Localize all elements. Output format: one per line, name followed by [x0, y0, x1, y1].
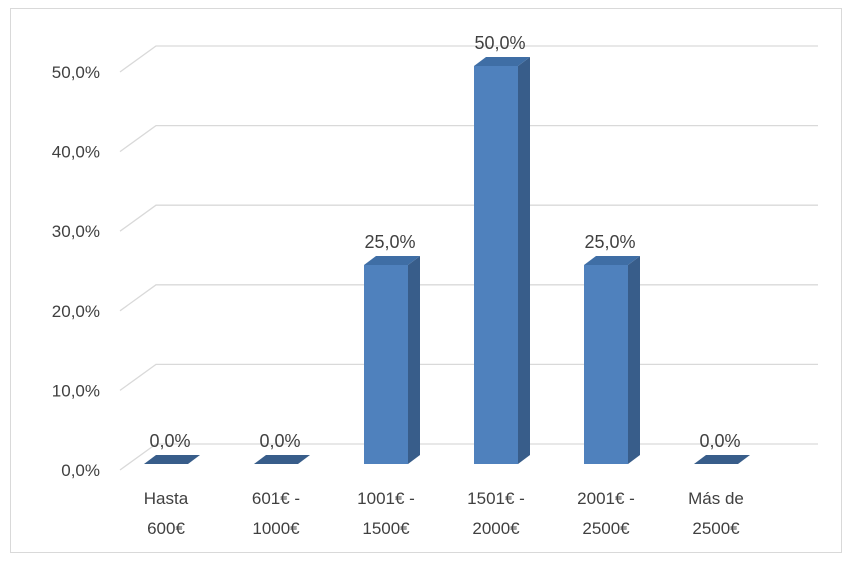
data-label: 0,0% [699, 431, 740, 451]
gridline [119, 363, 818, 391]
x-category-label: 2500€ [582, 519, 630, 538]
y-tick-label: 30,0% [52, 222, 100, 241]
gridline [119, 124, 818, 153]
bar-top [144, 455, 200, 464]
data-label: 0,0% [259, 431, 300, 451]
data-label: 0,0% [149, 431, 190, 451]
x-category-label: 600€ [147, 519, 185, 538]
y-tick-label: 20,0% [52, 302, 100, 321]
bar-side [518, 57, 530, 464]
data-label: 25,0% [364, 232, 415, 252]
x-axis-categories: Hasta 600€ 601€ - 1000€ 1001€ - 1500€ 1501€ - 2… [144, 489, 744, 538]
x-category-label: 1001€ - [357, 489, 415, 508]
gridline [119, 45, 818, 73]
bars [144, 57, 750, 464]
x-category-label: 2500€ [692, 519, 740, 538]
bar-front [364, 265, 408, 464]
bar [364, 256, 420, 464]
x-category-label: Hasta [144, 489, 189, 508]
bar-side [408, 256, 420, 464]
bar-top [474, 57, 530, 66]
x-category-label: 2000€ [472, 519, 520, 538]
bar-front [584, 265, 628, 464]
bar [474, 57, 530, 464]
y-tick-label: 0,0% [61, 461, 100, 480]
bar-top [694, 455, 750, 464]
x-category-label: 1000€ [252, 519, 300, 538]
bar [144, 455, 200, 464]
bar-side [628, 256, 640, 464]
y-tick-label: 40,0% [52, 143, 100, 162]
bar-top [364, 256, 420, 265]
x-category-label: 2001€ - [577, 489, 635, 508]
bar-front [474, 66, 518, 464]
gridlines [119, 45, 818, 471]
y-tick-label: 10,0% [52, 381, 100, 400]
x-category-label: 1500€ [362, 519, 410, 538]
chart-frame [10, 8, 842, 553]
bar-top [254, 455, 310, 464]
x-category-label: Más de [688, 489, 744, 508]
data-label: 25,0% [584, 232, 635, 252]
y-tick-label: 50,0% [52, 63, 100, 82]
gridline [119, 204, 818, 232]
bar [584, 256, 640, 464]
bar-top [584, 256, 640, 265]
x-category-label: 1501€ - [467, 489, 525, 508]
data-label: 50,0% [474, 33, 525, 53]
bar [254, 455, 310, 464]
bar [694, 455, 750, 464]
y-axis-ticks: 0,0% 10,0% 20,0% 30,0% 40,0% 50,0% [52, 63, 100, 480]
x-category-label: 601€ - [252, 489, 300, 508]
data-labels: 0,0% 0,0% 25,0% 50,0% 25,0% 0,0% [149, 33, 740, 451]
gridline [119, 284, 818, 312]
